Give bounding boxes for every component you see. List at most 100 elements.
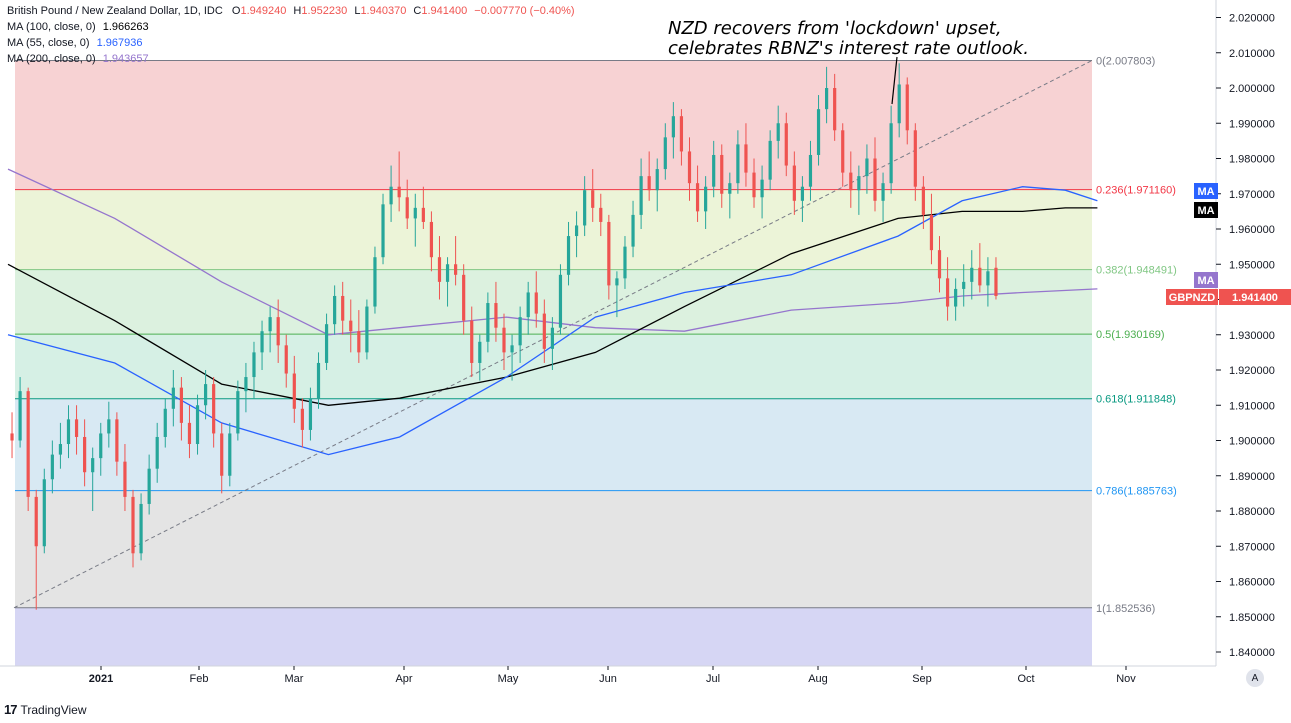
time-tick-label: Oct	[1017, 673, 1034, 685]
candle-body	[937, 250, 942, 279]
time-tick-label: Apr	[395, 673, 412, 685]
candle-body	[26, 391, 30, 497]
ma200-tag: MA	[1197, 275, 1214, 287]
ma100-tag: MA	[1197, 205, 1214, 217]
candle-body	[574, 225, 579, 237]
tradingview-logo-icon: 17	[4, 702, 18, 717]
candle-body	[639, 176, 643, 215]
candle-body	[631, 214, 635, 247]
candle-body	[542, 313, 546, 349]
candle-body	[195, 405, 200, 445]
candle-body	[784, 123, 788, 166]
candle-body	[945, 278, 950, 307]
candle-body	[42, 479, 46, 547]
candle-body	[615, 278, 619, 286]
candle-body	[873, 158, 877, 201]
candle-body	[10, 433, 14, 441]
candle-body	[381, 204, 385, 258]
time-tick-label: Sep	[912, 673, 932, 685]
candle-body	[99, 433, 103, 459]
price-tick-label: 2.000000	[1229, 83, 1275, 95]
open-value: 1.949240	[240, 5, 287, 17]
price-tick-label: 1.910000	[1229, 400, 1275, 412]
chart-annotation[interactable]: NZD recovers from 'lockdown' upset, cele…	[668, 19, 1029, 59]
ma200-tag-bg	[1194, 272, 1218, 288]
candle-body	[486, 303, 490, 342]
high-label: H	[293, 5, 302, 17]
candle-body	[671, 116, 675, 138]
candle-body	[494, 303, 498, 328]
open-label: O	[231, 5, 241, 17]
candle-body	[518, 317, 522, 346]
low-value: 1.940370	[360, 5, 407, 17]
price-tick-label: 1.860000	[1229, 577, 1275, 589]
candle-body	[816, 109, 821, 155]
candle-body	[881, 183, 885, 201]
candle-body	[736, 144, 740, 184]
fib-level-lines	[15, 59, 1092, 609]
candle-body	[744, 144, 748, 173]
candle-body	[978, 267, 982, 286]
candle-body	[962, 281, 966, 289]
candle-body	[212, 384, 216, 434]
symbol-title: British Pound / New Zealand Dollar, 1D, …	[7, 5, 223, 17]
candle-body	[970, 267, 974, 282]
price-tick-label: 1.970000	[1229, 189, 1275, 201]
candle-body	[413, 207, 417, 219]
close-value: 1.941400	[421, 5, 468, 17]
candle-body	[550, 327, 554, 349]
candle-body	[607, 221, 611, 286]
candle-body	[324, 324, 329, 363]
candle-body	[341, 295, 345, 321]
candle-body	[429, 221, 434, 258]
candle-body	[929, 214, 934, 251]
brand-name: TradingView	[20, 702, 87, 717]
fib-label: 0.618(1.911848)	[1096, 394, 1176, 406]
candle-body	[454, 264, 458, 275]
ma200-label: MA (200, close, 0)	[7, 53, 96, 65]
fib-label: 0.786(1.885763)	[1096, 486, 1177, 498]
time-tick-label: Nov	[1116, 673, 1136, 685]
candle-body	[220, 433, 224, 476]
candle-body	[268, 317, 272, 332]
fib-level-labels: 0(2.007803) 0.236(1.971160) 0.382(1.948491…	[1096, 55, 1177, 614]
candle-body	[687, 151, 692, 184]
candle-body	[808, 154, 813, 187]
fib-label: 0(2.007803)	[1096, 55, 1155, 67]
fib-band	[15, 60, 1092, 190]
candle-body	[994, 267, 998, 296]
candle-body	[74, 419, 79, 437]
candle-body	[857, 176, 861, 191]
tradingview-brand[interactable]: 17 TradingView	[4, 702, 87, 717]
price-tick-label: 1.990000	[1229, 118, 1275, 130]
candle-body	[147, 468, 151, 504]
time-tick-label: May	[498, 673, 519, 685]
candle-body	[397, 186, 401, 198]
price-tick-label: 1.960000	[1229, 224, 1275, 236]
candle-body	[18, 391, 22, 441]
candle-body	[155, 436, 159, 469]
last-price-tag: 1.941400	[1232, 292, 1278, 304]
time-axis[interactable]: 2021 Feb Mar Apr May Jun Jul Aug Sep Oct Nov	[89, 666, 1137, 685]
ma100-value: 1.966263	[102, 21, 149, 33]
candle-body	[115, 419, 119, 462]
candle-body	[260, 331, 264, 353]
fib-band	[15, 490, 1092, 608]
candle-body	[647, 176, 651, 191]
ma200-value: 1.943657	[102, 53, 149, 65]
candle-body	[203, 384, 208, 406]
symbol-ohlc-row: British Pound / New Zealand Dollar, 1D, …	[7, 3, 575, 19]
candle-body	[179, 387, 183, 423]
candle-body	[986, 271, 990, 286]
candle-body	[333, 295, 337, 325]
ma100-legend[interactable]: MA (100, close, 0) 1.966263	[7, 19, 575, 35]
candle-body	[841, 130, 845, 173]
auto-scale-button[interactable]: A	[1246, 669, 1264, 687]
candle-body	[66, 419, 71, 445]
ma200-legend[interactable]: MA (200, close, 0) 1.943657	[7, 51, 575, 67]
ma55-legend[interactable]: MA (55, close, 0) 1.967936	[7, 35, 575, 51]
candle-body	[437, 257, 442, 282]
price-axis[interactable]: 2.020000 2.010000 2.000000 1.990000 1.980000…	[1216, 13, 1275, 660]
candle-body	[349, 320, 353, 332]
